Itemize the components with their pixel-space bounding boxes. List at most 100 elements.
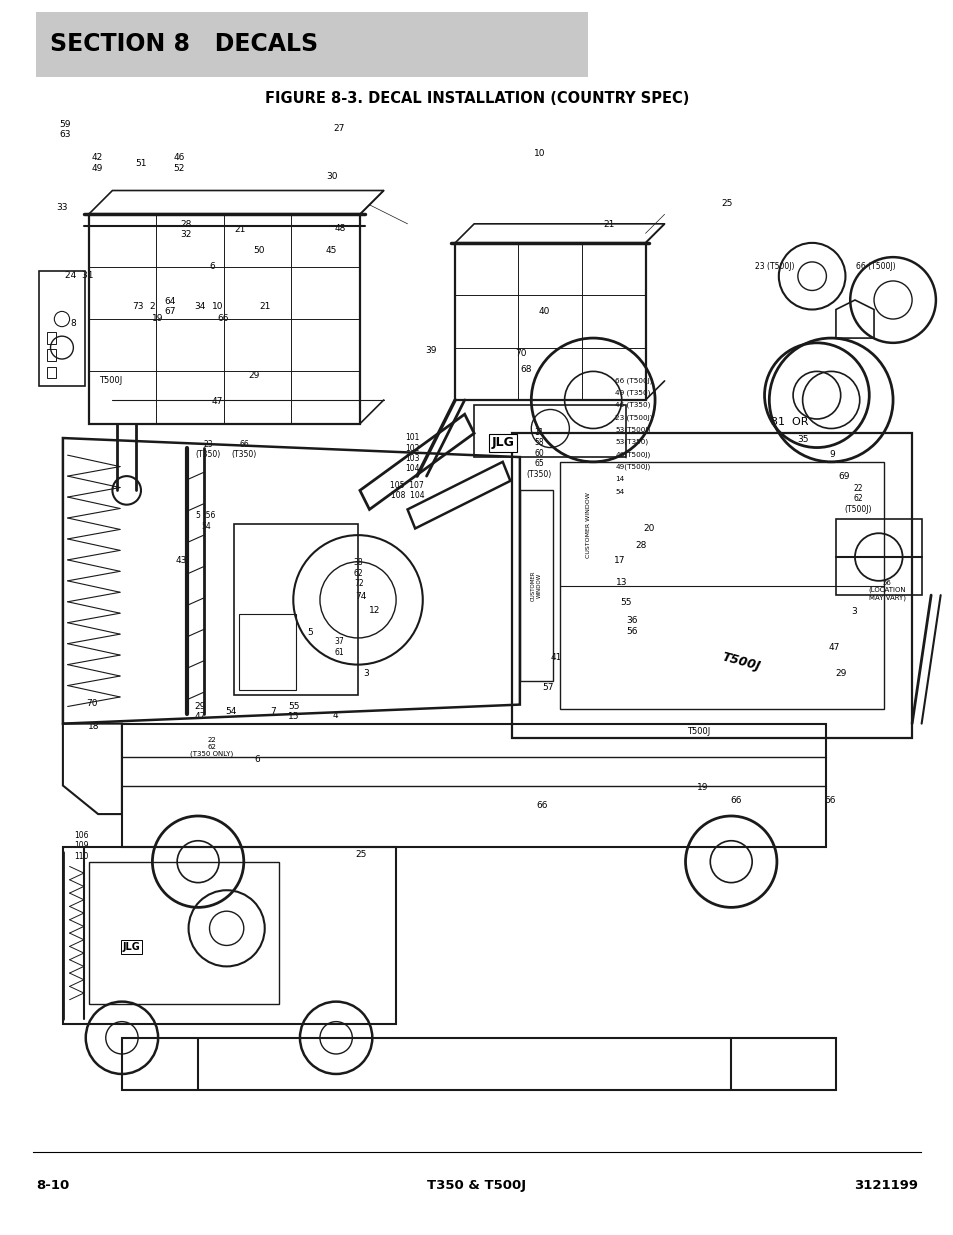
Text: 36
56: 36 56 [625, 616, 637, 636]
Text: 59
63: 59 63 [59, 120, 71, 140]
Text: 68: 68 [520, 364, 532, 374]
Text: 64
67: 64 67 [164, 296, 175, 316]
Text: 8: 8 [71, 319, 76, 329]
Text: 29: 29 [835, 668, 846, 678]
Text: 10: 10 [534, 148, 545, 158]
Text: 69: 69 [838, 472, 849, 482]
Text: 55: 55 [619, 598, 631, 608]
Text: 105  107
108  104: 105 107 108 104 [390, 480, 424, 500]
Text: 9: 9 [828, 450, 834, 459]
Text: 28: 28 [635, 541, 646, 551]
Text: FIGURE 8-3. DECAL INSTALLATION (COUNTRY SPEC): FIGURE 8-3. DECAL INSTALLATION (COUNTRY … [265, 91, 688, 106]
Bar [122, 1037, 835, 1091]
Text: 3: 3 [363, 668, 369, 678]
Text: 20: 20 [642, 524, 654, 534]
Text: 14: 14 [615, 477, 624, 482]
Text: 34: 34 [194, 301, 206, 311]
Text: 47: 47 [827, 642, 839, 652]
Text: 29: 29 [248, 370, 259, 380]
Text: 39: 39 [425, 346, 436, 356]
Text: 48: 48 [335, 224, 346, 233]
Text: 23 (T500J): 23 (T500J) [615, 414, 652, 421]
Text: 101
102
103
104: 101 102 103 104 [404, 433, 419, 473]
Bar [47, 350, 56, 361]
Text: 70: 70 [86, 699, 97, 709]
Text: 22
62
(T350 ONLY): 22 62 (T350 ONLY) [190, 737, 233, 757]
Text: 40: 40 [537, 306, 549, 316]
Text: 31  OR: 31 OR [770, 417, 808, 427]
Bar [474, 405, 626, 457]
Text: 19: 19 [152, 314, 163, 324]
Text: 66 (T500J): 66 (T500J) [855, 262, 895, 272]
Text: 66: 66 [730, 795, 741, 805]
Text: 66: 66 [217, 314, 229, 324]
Text: SECTION 8   DECALS: SECTION 8 DECALS [50, 32, 317, 57]
Text: 10: 10 [212, 301, 223, 311]
Text: 25: 25 [720, 199, 732, 209]
Text: 35: 35 [797, 435, 808, 445]
Text: 56
(LOCATION
MAY VARY): 56 (LOCATION MAY VARY) [867, 579, 905, 601]
Text: JLG: JLG [122, 942, 140, 952]
Text: T500J: T500J [99, 375, 122, 385]
Text: 53(T350): 53(T350) [615, 438, 648, 446]
Text: 27: 27 [333, 124, 344, 133]
Text: 5  56
54: 5 56 54 [196, 511, 215, 531]
Text: 50: 50 [253, 246, 265, 256]
Bar [519, 490, 553, 680]
Text: 29
47: 29 47 [194, 701, 206, 721]
Text: 43: 43 [175, 556, 187, 566]
Bar [239, 614, 295, 690]
Text: 21: 21 [259, 301, 271, 311]
Text: 66: 66 [823, 795, 835, 805]
Bar [455, 243, 645, 400]
Bar [234, 524, 357, 695]
Text: 6: 6 [209, 262, 214, 272]
Text: 53(T500J): 53(T500J) [615, 426, 650, 433]
Bar [47, 367, 56, 378]
Text: 42
49: 42 49 [91, 153, 103, 173]
Text: 57: 57 [541, 683, 553, 693]
Text: 55
15: 55 15 [288, 701, 299, 721]
Text: 49(T500J): 49(T500J) [615, 463, 650, 471]
Text: 41: 41 [550, 652, 561, 662]
Text: 28
32: 28 32 [180, 220, 192, 240]
Text: 54: 54 [615, 489, 624, 494]
Text: 49 (T350): 49 (T350) [615, 389, 650, 396]
Text: 13: 13 [616, 578, 627, 588]
Bar [89, 862, 278, 1004]
Bar [559, 462, 882, 709]
Text: T500J: T500J [720, 651, 760, 673]
Bar [63, 847, 395, 1024]
Text: 12: 12 [369, 605, 380, 615]
Text: 47: 47 [212, 396, 223, 406]
Text: 66 (T500J): 66 (T500J) [615, 377, 652, 384]
Text: 8-10: 8-10 [36, 1179, 70, 1192]
Text: 4: 4 [333, 710, 338, 720]
Text: 19: 19 [697, 783, 708, 793]
Text: 21: 21 [234, 225, 246, 235]
Bar [89, 215, 359, 424]
Text: T350 & T500J: T350 & T500J [427, 1179, 526, 1192]
Text: 23 (T500J): 23 (T500J) [754, 262, 794, 272]
Text: 66
(T350): 66 (T350) [232, 440, 256, 459]
Text: 38
62
72: 38 62 72 [354, 558, 363, 588]
Text: 46(T500J): 46(T500J) [615, 451, 650, 458]
Text: 2: 2 [150, 301, 155, 311]
Bar [122, 724, 825, 847]
Text: 23
(T350): 23 (T350) [195, 440, 220, 459]
Text: 30: 30 [326, 172, 337, 182]
Text: CUSTOMER
WINDOW: CUSTOMER WINDOW [530, 571, 541, 601]
FancyBboxPatch shape [36, 12, 587, 77]
Text: 7: 7 [270, 706, 275, 716]
Text: JLG: JLG [491, 436, 514, 450]
Text: 46
52: 46 52 [173, 153, 185, 173]
Text: CUSTOMER WINDOW: CUSTOMER WINDOW [585, 492, 591, 558]
Text: 66: 66 [536, 800, 547, 810]
Text: 45: 45 [325, 246, 336, 256]
Text: 73: 73 [132, 301, 144, 311]
Text: 21: 21 [602, 220, 614, 230]
Text: 106
109
110: 106 109 110 [73, 831, 89, 861]
Text: 37
61: 37 61 [335, 637, 344, 657]
Text: 51: 51 [135, 158, 147, 168]
Text: 6: 6 [254, 755, 260, 764]
